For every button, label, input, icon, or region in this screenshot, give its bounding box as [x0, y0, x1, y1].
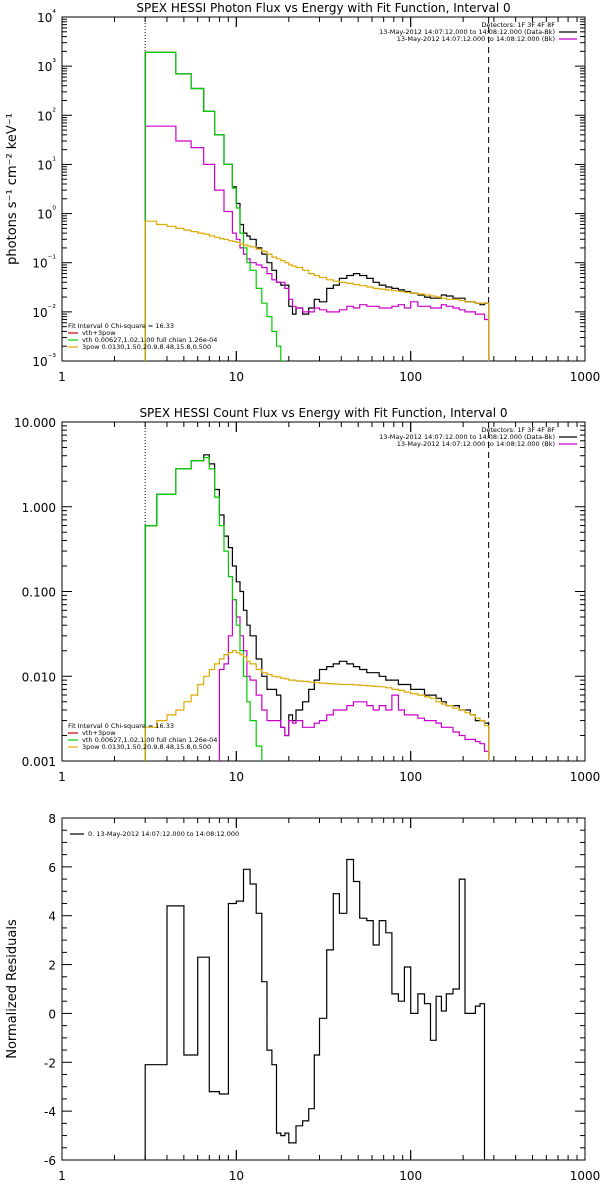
- series-vth: [144, 457, 263, 761]
- legend-text: 0. 13-May-2012 14:07:12.000 to 14:08:12.…: [88, 830, 239, 838]
- panel-2: Normalized Residuals 1 10 100 1000 -6 -4 -2 0 2 4 6…: [5, 812, 600, 1183]
- y-tick-label: 0.001: [22, 755, 56, 769]
- x-tick-label: 10: [229, 770, 244, 784]
- y-tick-label: 6: [48, 861, 56, 875]
- legend-text: Detectors: 1F 3F 4F 8F: [481, 21, 555, 29]
- x-tick-label: 10: [229, 370, 244, 384]
- legend-text: 13-May-2012 14:07:12.000 to 14:08:12.000…: [397, 35, 555, 43]
- x-tick-label: 1: [58, 1169, 66, 1183]
- plot-frame: [61, 16, 586, 362]
- series-data-bk: [144, 51, 490, 361]
- legend-text: vth+3pow: [82, 329, 116, 337]
- series-3pow: [144, 650, 490, 761]
- legend-text: 13-May-2012 14:07:12.000 to 14:08:12.000…: [379, 433, 555, 441]
- y-tick-label: 2: [48, 959, 56, 973]
- y-tick-label: 8: [48, 812, 56, 826]
- legend-text: vth 0.00627,1.02,1.00 full chian 1.26e-0…: [82, 336, 217, 344]
- panel-0: SPEX HESSI Photon Flux vs Energy with Fi…: [5, 1, 600, 384]
- legend-text: 3pow 0.0130,1.50,20.9,8.48,15.8,0.500: [82, 343, 211, 351]
- y-axis-label: Normalized Residuals: [5, 919, 20, 1059]
- y-tick-label: 0.010: [22, 670, 56, 684]
- x-tick-label: 100: [399, 1169, 422, 1183]
- y-tick-label: 10²: [37, 107, 56, 123]
- x-tick-label: 100: [399, 370, 422, 384]
- series-0: [144, 858, 489, 1160]
- y-tick-label: 10⁻¹: [32, 255, 56, 271]
- y-tick-label: 10¹: [37, 156, 56, 172]
- series-bk: [144, 125, 490, 361]
- x-tick-label: 1: [58, 370, 66, 384]
- legend-text: Fit Interval 0 Chi-square = 16.33: [68, 322, 174, 330]
- x-tick-label: 1000: [570, 1169, 600, 1183]
- y-tick-label: 10⁴: [37, 9, 56, 25]
- y-tick-label: -6: [44, 1154, 56, 1168]
- series-vth: [144, 51, 286, 361]
- legend-text: 3pow 0.0130,1.50,20.9,8.48,15.8,0.500: [82, 743, 211, 751]
- y-tick-label: -2: [44, 1056, 56, 1070]
- y-tick-label: 10⁻²: [32, 304, 56, 320]
- plot-frame: [61, 817, 586, 1161]
- y-tick-label: 0.100: [22, 586, 56, 600]
- y-tick-label: 10⁻³: [32, 353, 56, 369]
- chart-title: SPEX HESSI Count Flux vs Energy with Fit…: [139, 406, 507, 420]
- legend-text: Fit Interval 0 Chi-square = 16.33: [68, 722, 174, 730]
- y-tick-label: 10.000: [14, 416, 56, 430]
- x-tick-label: 1000: [570, 370, 600, 384]
- legend-text: Detectors: 1F 3F 4F 8F: [481, 426, 555, 434]
- series-bk: [218, 599, 490, 761]
- x-tick-label: 1: [58, 770, 66, 784]
- panel-1: SPEX HESSI Count Flux vs Energy with Fit…: [14, 406, 600, 784]
- legend-text: 13-May-2012 14:07:12.000 to 14:08:12.000…: [379, 28, 555, 36]
- chart-title: SPEX HESSI Photon Flux vs Energy with Fi…: [136, 1, 510, 15]
- legend-text: 13-May-2012 14:07:12.000 to 14:08:12.000…: [397, 440, 555, 448]
- x-tick-label: 100: [399, 770, 422, 784]
- x-tick-label: 10: [229, 1169, 244, 1183]
- y-tick-label: -4: [44, 1105, 56, 1119]
- y-tick-label: 10⁰: [37, 206, 56, 222]
- y-axis-label: photons s⁻¹ cm⁻² keV⁻¹: [5, 113, 20, 265]
- plot-frame: [61, 421, 586, 762]
- y-tick-label: 10³: [37, 58, 56, 74]
- legend-text: vth+3pow: [82, 729, 116, 737]
- series-3pow: [144, 220, 490, 361]
- x-tick-label: 1000: [570, 770, 600, 784]
- legend-text: vth 0.00627,1.02,1.00 full chian 1.26e-0…: [82, 736, 217, 744]
- y-tick-label: 4: [48, 910, 56, 924]
- y-tick-label: 1.000: [22, 501, 56, 515]
- y-tick-label: 0: [48, 1007, 56, 1021]
- series-data-bk: [144, 454, 490, 761]
